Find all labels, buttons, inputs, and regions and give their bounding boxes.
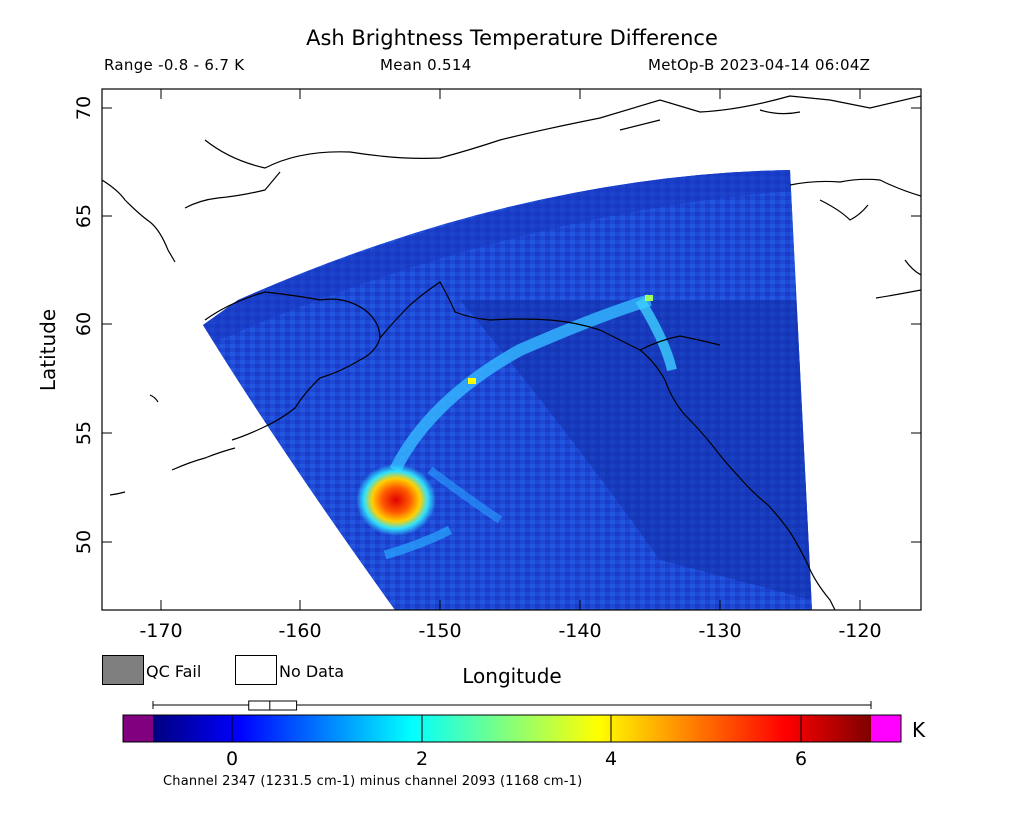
lon-tick-label: -150 bbox=[418, 620, 462, 642]
plot-frame bbox=[101, 88, 922, 611]
mean-label: Mean 0.514 bbox=[380, 56, 472, 74]
channel-footnote: Channel 2347 (1231.5 cm-1) minus channel… bbox=[163, 774, 583, 789]
colorbar-overflow bbox=[871, 715, 901, 742]
colorbar-gradient bbox=[153, 715, 871, 742]
colorbar-tick-label: 0 bbox=[225, 748, 239, 770]
boxplot-box bbox=[248, 700, 298, 711]
colorbar-underflow bbox=[123, 715, 153, 742]
lon-tick-label: -160 bbox=[278, 620, 322, 642]
x-axis-title: Longitude bbox=[462, 664, 562, 688]
axis-ticks bbox=[102, 89, 921, 610]
no-data-label: No Data bbox=[279, 662, 345, 681]
lon-tick-label: -170 bbox=[139, 620, 183, 642]
colorbar-ticks bbox=[231, 715, 802, 742]
range-label: Range -0.8 - 6.7 K bbox=[104, 56, 245, 74]
lon-tick-label: -140 bbox=[558, 620, 602, 642]
qc-fail-swatch bbox=[102, 655, 144, 685]
lon-tick-label: -120 bbox=[838, 620, 882, 642]
colorbar-tick-label: 6 bbox=[794, 748, 808, 770]
chart-title: Ash Brightness Temperature Difference bbox=[306, 26, 718, 50]
colorbar-unit: K bbox=[912, 718, 926, 742]
satellite-time-label: MetOp-B 2023-04-14 06:04Z bbox=[648, 56, 871, 74]
lon-tick-label: -130 bbox=[698, 620, 742, 642]
qc-fail-label: QC Fail bbox=[146, 662, 202, 681]
coastlines bbox=[102, 95, 921, 610]
colorbar-frame bbox=[122, 714, 902, 743]
colorbar-tick-label: 4 bbox=[604, 748, 618, 770]
no-data-swatch bbox=[235, 655, 277, 685]
colorbar-tick-label: 2 bbox=[415, 748, 429, 770]
